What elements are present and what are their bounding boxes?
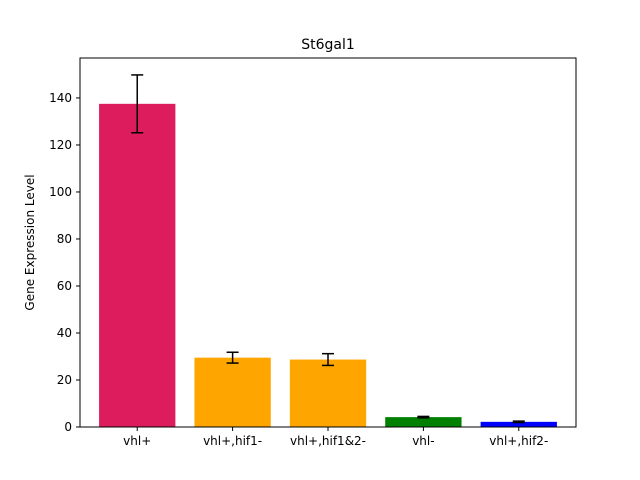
y-tick-label-1: 20 [57,373,72,387]
y-tick-label-3: 60 [57,279,72,293]
error-bars-layer [131,74,525,424]
y-axis-ticks: 0 20 40 60 80 100 120 140 [49,91,80,434]
y-tick-label-5: 100 [49,185,72,199]
bar-3 [385,417,462,427]
y-tick-label-0: 0 [64,420,72,434]
x-tick-label-2: vhl+,hif1&2- [290,434,366,448]
bars-layer [99,103,557,427]
x-tick-label-1: vhl+,hif1- [203,434,262,448]
x-tick-label-0: vhl+ [123,434,151,448]
y-tick-label-7: 140 [49,91,72,105]
x-axis-ticks: vhl+ vhl+,hif1- vhl+,hif1&2- vhl-vhl+,hif2- [123,427,548,448]
bar-0 [99,103,176,427]
bar-4 [480,421,557,427]
y-axis-label: Gene Expression Level [23,174,37,310]
y-tick-label-4: 80 [57,232,72,246]
y-tick-label-6: 120 [49,138,72,152]
x-tick-label-3: vhl- [412,434,434,448]
bar-1 [194,357,271,427]
x-tick-label-4: vhl+,hif2- [489,434,548,448]
y-tick-label-2: 40 [57,326,72,340]
chart-title: St6gal1 [301,37,355,53]
bar-2 [289,359,367,427]
